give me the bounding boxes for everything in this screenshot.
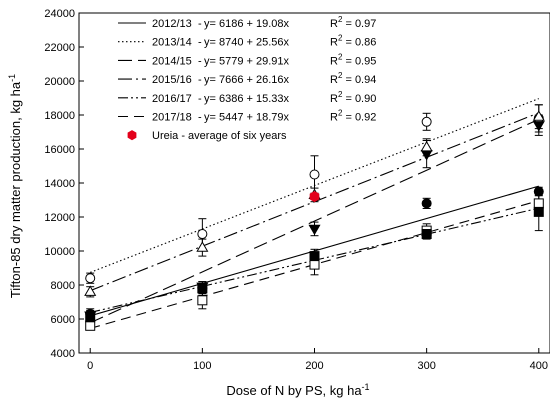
y-tick-label: 14000 <box>44 178 75 190</box>
y-tick-label: 6000 <box>51 314 75 326</box>
legend-equation: y= 7666 + 26.16x <box>204 74 290 86</box>
legend-equation: y= 5447 + 18.79x <box>204 112 290 124</box>
data-point <box>421 198 432 209</box>
legend-series-name: 2012/13 <box>152 18 192 30</box>
legend-separator: - <box>198 93 202 105</box>
data-point <box>533 198 544 209</box>
y-tick-label: 24000 <box>44 8 75 20</box>
data-point <box>85 320 96 331</box>
data-point <box>309 251 320 262</box>
legend-separator: - <box>198 74 202 86</box>
legend-separator: - <box>198 112 202 124</box>
legend-r2: R2 = 0.86 <box>330 34 376 49</box>
legend: 2012/13- y= 6186 + 19.08x R2 = 0.972013/14… <box>118 15 376 142</box>
data-point <box>309 169 320 180</box>
legend-r2: R2 = 0.97 <box>330 15 376 30</box>
data-point <box>197 229 208 239</box>
legend-r2: R2 = 0.92 <box>330 109 376 124</box>
legend-r2: R2 = 0.94 <box>330 71 376 86</box>
legend-separator: - <box>198 55 202 67</box>
y-tick-label: 22000 <box>44 42 75 54</box>
y-axis-title: Tifton-85 dry matter production, kg ha-1 <box>7 74 23 298</box>
legend-series-name: 2015/16 <box>152 74 192 86</box>
x-tick-label: 200 <box>305 360 323 372</box>
ureia-point <box>309 191 320 203</box>
y-tick-label: 4000 <box>51 348 75 360</box>
data-point <box>533 206 544 217</box>
x-tick-label: 0 <box>87 360 93 372</box>
legend-separator: - <box>198 18 202 30</box>
legend-ureia-label: Ureia - average of six years <box>152 130 287 142</box>
legend-equation: y= 6386 + 15.33x <box>204 93 290 105</box>
data-point <box>85 312 96 323</box>
legend-r2: R2 = 0.95 <box>330 52 376 67</box>
y-tick-label: 10000 <box>44 246 75 258</box>
data-point <box>421 116 432 127</box>
data-point <box>421 229 432 239</box>
legend-equation: y= 8740 + 25.56x <box>204 37 290 49</box>
data-point <box>420 140 433 152</box>
data-point <box>533 186 544 197</box>
data-point <box>532 121 545 132</box>
y-tick-label: 20000 <box>44 76 75 88</box>
legend-series-name: 2013/14 <box>152 37 192 49</box>
data-point <box>309 259 320 270</box>
x-tick-label: 100 <box>193 360 211 372</box>
data-point <box>308 224 321 236</box>
y-tick-label: 16000 <box>44 144 75 156</box>
legend-equation: y= 5779 + 29.91x <box>204 55 290 67</box>
legend-ureia-marker <box>127 130 137 141</box>
x-tick-label: 400 <box>530 360 548 372</box>
data-point <box>420 150 433 161</box>
y-tick-label: 12000 <box>44 212 75 224</box>
x-axis-title: Dose of N by PS, kg ha-1 <box>226 382 369 398</box>
data-point <box>197 295 208 306</box>
axis-ticks: 4000600080001000012000140001600018000200… <box>44 8 548 372</box>
data-point <box>197 283 208 294</box>
regression-line <box>89 118 540 324</box>
legend-equation: y= 6186 + 19.08x <box>204 18 290 30</box>
y-tick-label: 18000 <box>44 110 75 122</box>
legend-series-name: 2017/18 <box>152 112 192 124</box>
data-point <box>84 285 97 296</box>
data-point <box>532 110 545 121</box>
x-tick-label: 300 <box>417 360 435 372</box>
legend-series-name: 2014/15 <box>152 55 192 67</box>
data-point <box>85 273 96 284</box>
y-tick-label: 8000 <box>51 280 75 292</box>
legend-r2: R2 = 0.90 <box>330 90 376 105</box>
data-point <box>196 241 209 252</box>
legend-separator: - <box>198 37 202 49</box>
data-markers <box>84 110 545 331</box>
legend-series-name: 2016/17 <box>152 93 192 105</box>
